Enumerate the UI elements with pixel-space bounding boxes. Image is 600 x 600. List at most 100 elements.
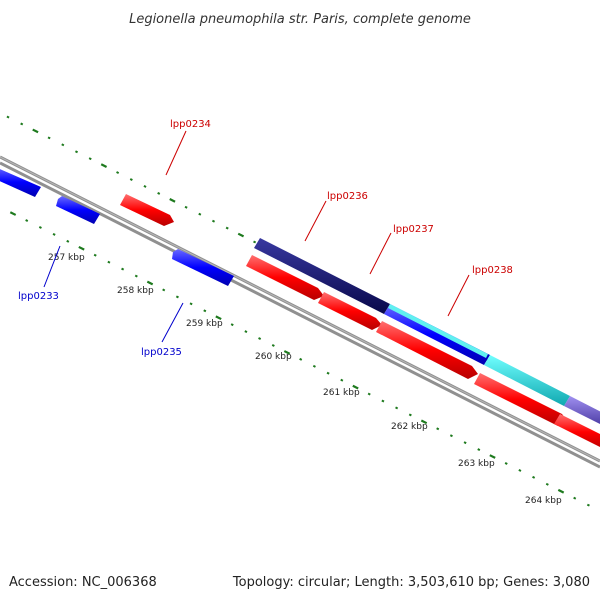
major-tick — [78, 245, 85, 251]
minor-tick — [184, 205, 188, 209]
minor-tick — [299, 357, 303, 361]
map-title: Legionella pneumophila str. Paris, compl… — [129, 12, 471, 27]
gene-label-lpp0235[interactable]: lpp0235 — [141, 347, 182, 358]
tick-label: 258 kbp — [117, 286, 154, 296]
minor-tick — [61, 143, 65, 147]
minor-tick — [175, 295, 179, 299]
minor-tick — [340, 378, 344, 382]
band-segment-navy — [254, 238, 390, 314]
minor-tick — [157, 191, 161, 195]
tick-label: 259 kbp — [186, 319, 223, 329]
tick-label: 263 kbp — [458, 459, 495, 469]
inner-tick-row — [9, 211, 590, 507]
band-segment-cyan — [484, 355, 570, 406]
major-tick — [420, 419, 428, 425]
major-tick — [237, 232, 245, 238]
gene-lpp0235-arrow[interactable] — [172, 249, 234, 286]
minor-tick — [134, 274, 138, 278]
minor-tick — [38, 226, 42, 229]
minor-tick — [129, 178, 133, 181]
gene-label-lpp0238[interactable]: lpp0238 — [472, 265, 513, 276]
gene-label-lpp0236[interactable]: lpp0236 — [327, 191, 368, 202]
minor-tick — [436, 427, 440, 431]
minor-tick — [312, 364, 316, 368]
gene-lpp0233-arrow[interactable] — [0, 167, 41, 197]
gene-label-lpp0233[interactable]: lpp0233 — [18, 291, 59, 302]
major-tick — [557, 488, 565, 494]
minor-tick — [477, 448, 481, 452]
band-segment-cyan-light — [388, 304, 488, 358]
gene-arrows — [0, 167, 600, 450]
major-tick — [146, 280, 154, 286]
minor-tick — [225, 226, 229, 230]
gene-label-lpp0237[interactable]: lpp0237 — [393, 224, 434, 235]
minor-tick — [463, 441, 467, 445]
minor-tick — [381, 399, 385, 403]
major-tick — [169, 198, 176, 203]
scale-labels: 257 kbp 258 kbp 259 kbp 260 kbp 261 kbp … — [48, 253, 562, 506]
gene-lpp0238-arrow[interactable] — [474, 373, 568, 426]
minor-tick — [518, 468, 522, 472]
gene-label-lpp0234[interactable]: lpp0234 — [170, 119, 211, 130]
minor-tick — [88, 157, 92, 161]
minor-tick — [162, 288, 166, 292]
minor-tick — [121, 267, 125, 271]
gene-lpp0236b-arrow[interactable] — [318, 292, 382, 330]
gene-lpp0239-arrow[interactable] — [554, 414, 600, 450]
minor-tick — [586, 503, 590, 507]
minor-tick — [25, 219, 29, 222]
minor-tick — [271, 344, 275, 347]
feature-band — [254, 238, 600, 424]
leader-line — [304, 200, 327, 242]
leader-line — [161, 302, 184, 343]
tick-label: 257 kbp — [48, 253, 85, 263]
minor-tick — [230, 323, 234, 327]
leader-line — [43, 245, 61, 288]
minor-tick — [20, 122, 24, 126]
minor-tick — [408, 413, 412, 417]
tick-label: 264 kbp — [525, 496, 562, 506]
minor-tick — [6, 115, 10, 119]
minor-tick — [395, 406, 399, 410]
gene-lpp0237-arrow[interactable] — [376, 321, 478, 379]
leader-line — [165, 130, 187, 176]
minor-tick — [211, 219, 216, 223]
minor-tick — [66, 239, 70, 243]
minor-tick — [545, 482, 549, 486]
minor-tick — [504, 462, 508, 465]
minor-tick — [107, 260, 111, 264]
major-tick — [32, 128, 39, 134]
minor-tick — [203, 309, 207, 313]
minor-tick — [532, 475, 536, 479]
minor-tick — [573, 496, 577, 500]
minor-tick — [74, 150, 79, 154]
minor-tick — [244, 330, 248, 334]
tick-label: 261 kbp — [323, 388, 360, 398]
major-tick — [352, 384, 359, 390]
major-tick — [283, 350, 291, 355]
minor-tick — [143, 185, 147, 188]
gene-lpp0234-arrow[interactable] — [120, 194, 174, 226]
accession-text: Accession: NC_006368 — [9, 575, 157, 590]
minor-tick — [258, 337, 262, 340]
major-tick — [489, 454, 496, 459]
genome-summary-text: Topology: circular; Length: 3,503,610 bp… — [232, 575, 590, 590]
minor-tick — [253, 240, 257, 244]
minor-tick — [449, 434, 453, 438]
minor-tick — [93, 253, 97, 257]
leader-line — [369, 232, 392, 275]
band-segment-purple — [564, 396, 600, 424]
gene-lpp0236-arrow[interactable] — [246, 255, 324, 300]
gene-labels: lpp0233 lpp0234 lpp0235 lpp0236 lpp0237 … — [18, 119, 513, 358]
tick-label: 262 kbp — [391, 422, 428, 432]
major-tick — [215, 315, 222, 321]
minor-tick — [367, 392, 371, 396]
gene-lpp0233b-arrow[interactable] — [56, 196, 100, 224]
minor-tick — [198, 212, 202, 216]
minor-tick — [116, 171, 120, 175]
minor-tick — [52, 232, 56, 236]
major-tick — [9, 211, 17, 216]
minor-tick — [326, 371, 330, 375]
minor-tick — [189, 302, 193, 306]
